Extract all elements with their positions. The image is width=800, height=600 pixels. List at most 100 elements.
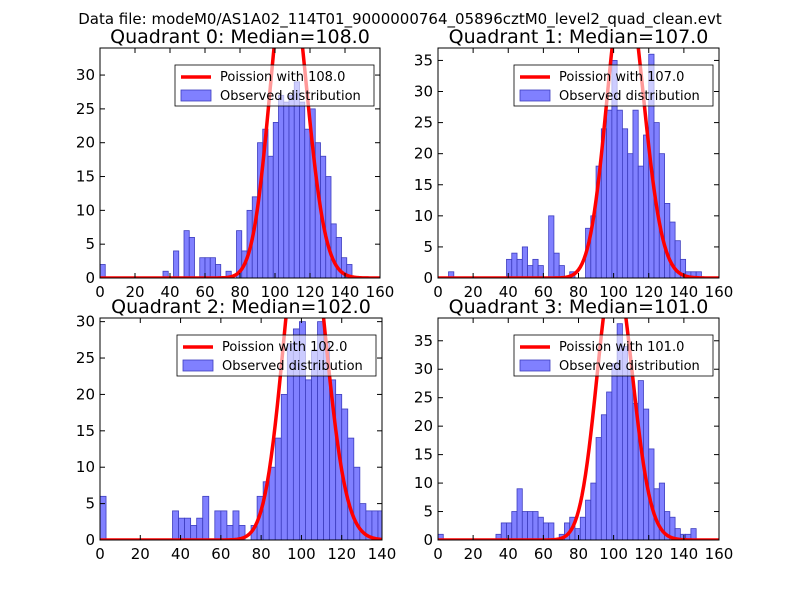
x-tick-label: 0 (433, 283, 443, 301)
histogram-bar (178, 517, 186, 540)
histogram-bar (574, 528, 581, 540)
histogram-bar (204, 257, 211, 278)
histogram-bar (537, 516, 544, 540)
x-tick-label: 0 (433, 545, 443, 563)
histogram-bar (100, 264, 106, 278)
histogram-bar (267, 155, 274, 278)
x-tick-label: 60 (534, 545, 553, 563)
y-tick-label: 5 (423, 503, 433, 521)
histogram-bar (516, 258, 523, 278)
histogram-bar (173, 250, 180, 278)
poisson-curve (100, 318, 382, 540)
histogram-bar (658, 153, 665, 278)
histogram-bar (521, 246, 528, 278)
axes-frame (99, 317, 383, 541)
x-tick-label: 140 (670, 283, 699, 301)
histogram-bar (196, 517, 204, 540)
histogram-bar (214, 510, 222, 540)
x-tick-label: 140 (331, 283, 360, 301)
histogram-bar (278, 94, 285, 278)
x-tick-label: 80 (252, 545, 271, 563)
histogram-bar (209, 257, 216, 278)
histogram-bar (226, 525, 234, 540)
x-tick-label: 80 (569, 545, 588, 563)
histogram-bar (199, 257, 206, 278)
y-tick-label: 10 (414, 207, 433, 225)
histogram-bar (347, 437, 355, 540)
histogram-bar (643, 134, 650, 278)
x-tick-label: 20 (125, 283, 144, 301)
y-tick-label: 30 (76, 313, 95, 331)
x-tick-label: 120 (634, 545, 663, 563)
y-tick-label: 25 (414, 389, 433, 407)
y-tick-label: 5 (85, 495, 95, 513)
legend-label-poisson: Poission with 107.0 (559, 70, 684, 85)
histogram-bar (585, 499, 592, 540)
legend-label-poisson: Poission with 102.0 (222, 340, 347, 355)
histogram-bar (527, 265, 534, 278)
histogram-bar (184, 517, 192, 540)
legend-label-observed: Observed distribution (222, 359, 363, 374)
panel-title: Quadrant 3: Median=101.0 (449, 296, 709, 318)
histogram-bar (330, 223, 337, 278)
y-tick-label: 0 (85, 269, 95, 287)
histogram-bar (532, 258, 539, 278)
legend-label-observed: Observed distribution (559, 359, 700, 374)
y-tick-label: 15 (414, 446, 433, 464)
legend-bar-swatch (519, 89, 551, 102)
y-tick-label: 5 (423, 238, 433, 256)
histogram-bar (305, 379, 312, 540)
y-tick-label: 0 (423, 269, 433, 287)
histogram-bar (627, 368, 634, 540)
histogram-bar (304, 128, 311, 278)
y-tick-label: 10 (76, 201, 95, 219)
histogram-bar (579, 516, 586, 540)
figure-suptitle: Data file: modeM0/AS1A02_114T01_90000007… (78, 10, 722, 29)
x-tick-label: 40 (171, 545, 190, 563)
plot-content (438, 48, 719, 278)
poisson-curve (438, 318, 719, 540)
poisson-curve (438, 48, 719, 278)
panel-title: Quadrant 1: Median=107.0 (449, 26, 709, 48)
histogram-bar (293, 81, 300, 278)
histogram-bar (371, 510, 379, 540)
histogram-bar (532, 511, 539, 540)
histogram-bar (283, 101, 290, 278)
legend-bar-swatch (182, 359, 214, 372)
x-tick-label: 140 (670, 545, 699, 563)
legend-label-poisson: Poission with 108.0 (220, 70, 345, 85)
y-tick-label: 25 (76, 100, 95, 118)
legend-label-observed: Observed distribution (559, 89, 700, 104)
y-tick-label: 10 (76, 458, 95, 476)
histogram-bar (280, 394, 288, 540)
x-tick-label: 100 (261, 283, 290, 301)
histogram-bar (220, 510, 228, 540)
quadrant-2-plot: 0 20 40 60 80 100 120 140 0 5 10 15 20 25 30 Quadrant 2… (76, 296, 396, 563)
histogram-bar (511, 511, 518, 540)
y-tick-label: 5 (85, 235, 95, 253)
y-tick-label: 15 (76, 422, 95, 440)
histogram-bar (616, 109, 623, 278)
y-tick-label: 15 (414, 176, 433, 194)
y-tick-label: 0 (85, 531, 95, 549)
x-tick-label: 80 (569, 283, 588, 301)
x-tick-label: 0 (95, 545, 105, 563)
x-tick-label: 120 (634, 283, 663, 301)
histogram-bar (548, 215, 555, 278)
x-tick-label: 100 (599, 545, 628, 563)
histogram-bar (377, 510, 382, 540)
histogram-bar (190, 525, 198, 540)
x-tick-label: 160 (705, 283, 734, 301)
quadrant-1-plot: 0 20 40 60 80 100 120 140 160 0 5 10 15 20 25 30 35 Quadr… (414, 26, 734, 301)
x-tick-label: 160 (366, 283, 395, 301)
y-tick-label: 0 (423, 531, 433, 549)
x-tick-label: 40 (499, 545, 518, 563)
panel-title: Quadrant 0: Median=108.0 (110, 26, 370, 48)
x-tick-label: 60 (211, 545, 230, 563)
histogram-bar (521, 511, 528, 540)
histogram-bar (506, 522, 513, 540)
histogram-bar (500, 522, 507, 540)
histogram-bar (542, 522, 550, 540)
legend-bar-swatch (180, 89, 212, 102)
histogram-bar (100, 495, 107, 540)
